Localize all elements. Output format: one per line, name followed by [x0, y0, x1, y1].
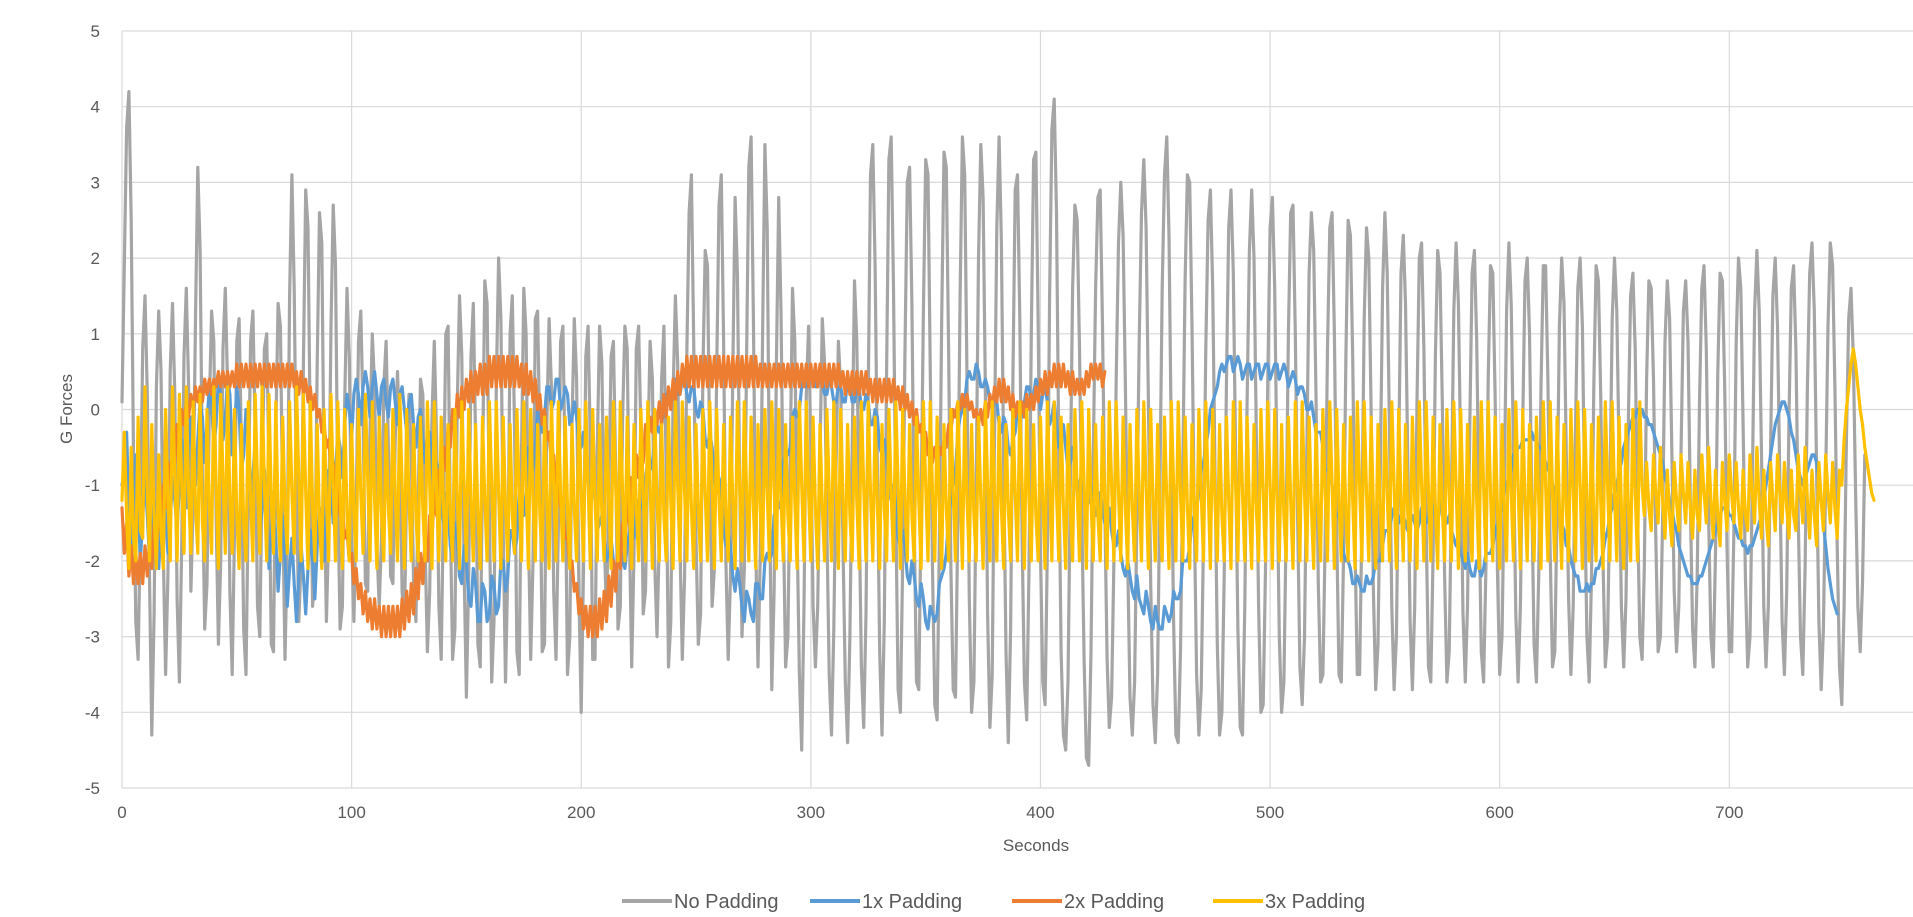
y-tick-label: 0: [91, 401, 100, 420]
y-tick-label: 3: [91, 173, 100, 192]
y-tick-label: -1: [85, 476, 100, 495]
y-tick-label: -5: [85, 779, 100, 798]
y-tick-label: -2: [85, 552, 100, 571]
legend: No Padding 1x Padding 2x Padding 3x Padding: [622, 891, 1365, 913]
x-tick-labels: 0 100 200 300 400 500 600 700: [117, 803, 1743, 822]
x-tick-label: 200: [567, 803, 595, 822]
y-tick-label: -4: [85, 703, 100, 722]
x-tick-label: 400: [1026, 803, 1054, 822]
y-tick-label: 1: [91, 325, 100, 344]
y-axis-title: G Forces: [57, 374, 76, 444]
x-axis-title: Seconds: [1003, 836, 1069, 855]
y-tick-labels: 5 4 3 2 1 0 -1 -2 -3 -4 -5: [85, 22, 100, 798]
y-tick-label: 2: [91, 249, 100, 268]
y-tick-label: 5: [91, 22, 100, 41]
y-tick-label: 4: [91, 98, 100, 117]
y-tick-label: -3: [85, 628, 100, 647]
plot-area: [120, 90, 1876, 767]
legend-label: 1x Padding: [862, 891, 962, 913]
legend-label: No Padding: [674, 891, 779, 913]
x-tick-label: 500: [1256, 803, 1284, 822]
legend-label: 3x Padding: [1265, 891, 1365, 913]
series-line-2x-padding: [120, 354, 1107, 639]
series-line-3x-padding: [120, 347, 1876, 571]
legend-label: 2x Padding: [1064, 891, 1164, 913]
x-tick-label: 700: [1715, 803, 1743, 822]
x-tick-label: 600: [1486, 803, 1514, 822]
x-tick-label: 0: [117, 803, 126, 822]
x-tick-label: 100: [337, 803, 365, 822]
x-tick-label: 300: [797, 803, 825, 822]
